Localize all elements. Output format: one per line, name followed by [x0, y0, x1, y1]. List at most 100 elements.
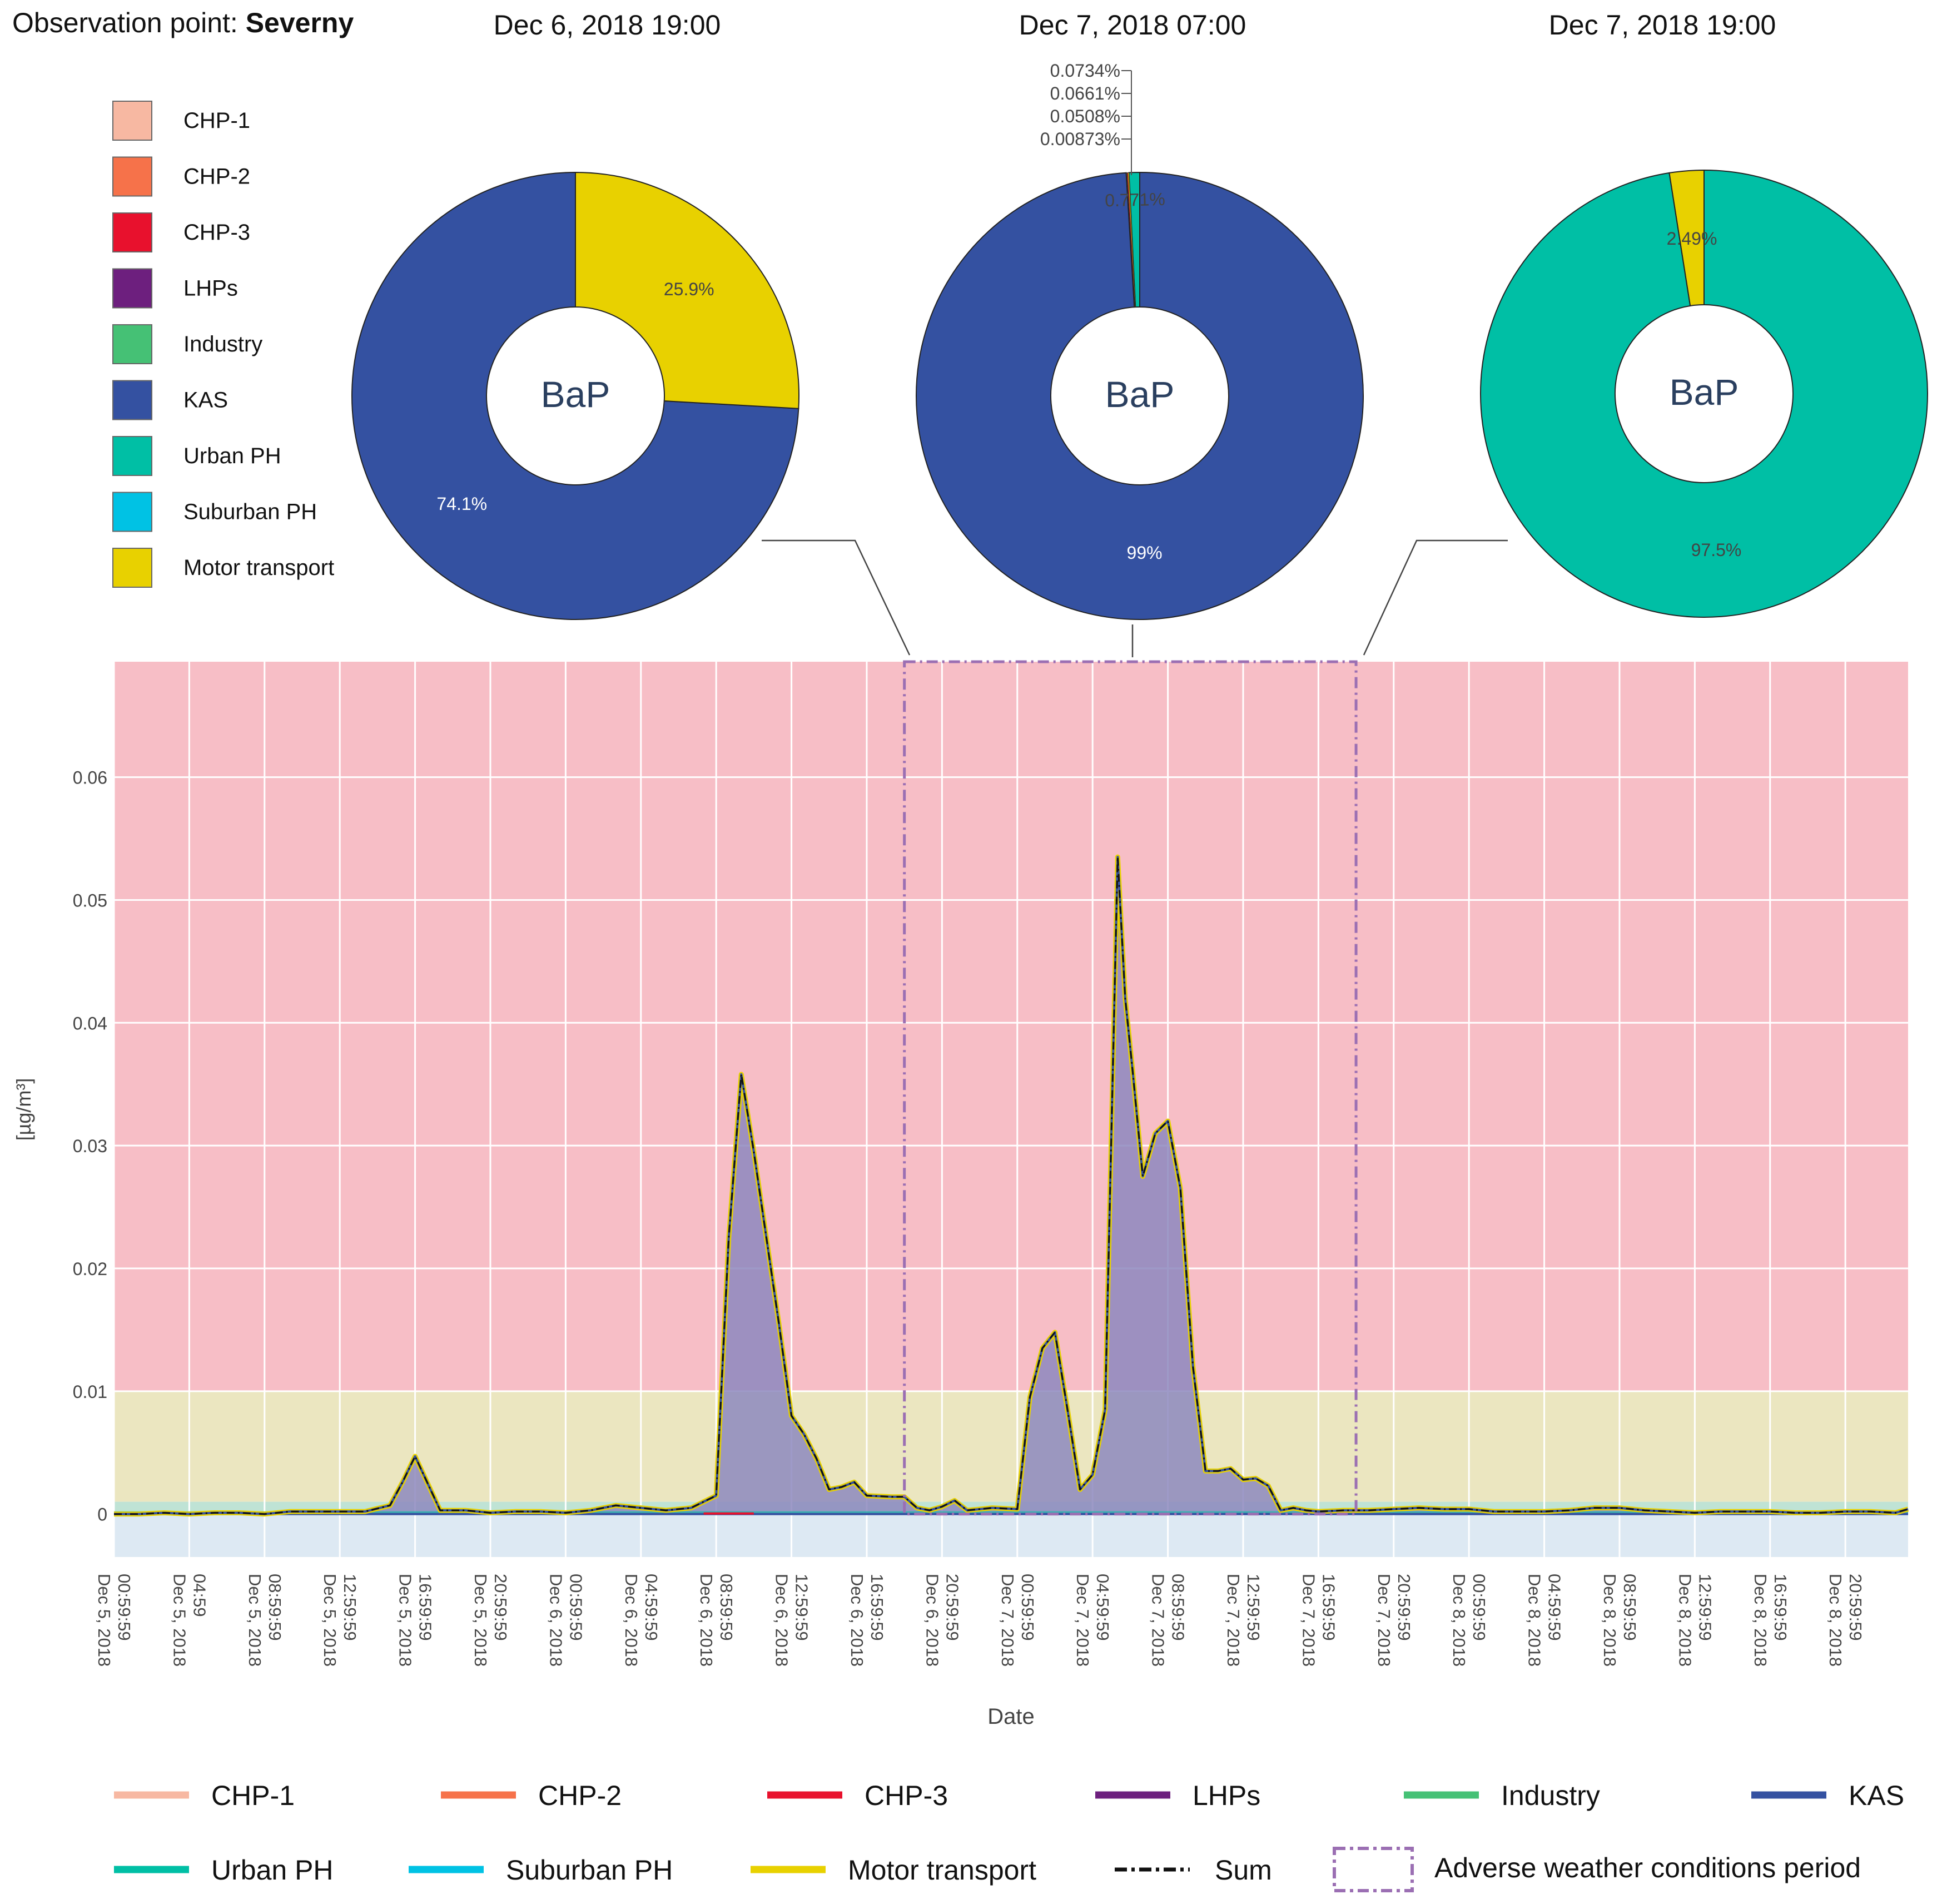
legend-item-chp-1: CHP-1: [114, 1780, 295, 1811]
legend-label: Suburban PH: [506, 1855, 673, 1886]
donut-chart-3: BaP 2.49% 97.5%: [1480, 169, 1929, 618]
y-tick-label: 0: [97, 1505, 107, 1525]
y-tick-label: 0.01: [73, 1382, 107, 1402]
side-legend: CHP-1 CHP-2 CHP-3 LHPs Industry KAS Urban PH Su…: [112, 101, 334, 588]
donut-slice-urban-ph: [1480, 169, 1929, 618]
series-line-sum: [114, 856, 1909, 1515]
x-tick-time: 04:59:59: [1545, 1574, 1564, 1641]
x-tick-time: 04:59: [190, 1574, 209, 1617]
snapshot-title-1: Dec 6, 2018 19:00: [494, 9, 721, 41]
x-tick-date: Dec 8, 2018: [1826, 1574, 1845, 1667]
legend-label: Urban PH: [211, 1855, 334, 1886]
x-tick-time: 00:59:59: [1018, 1574, 1037, 1641]
timeseries-chart: 0 0.01 0.02 0.03 0.04 0.05 0.06 [µg/m³] 00:59:59…: [12, 660, 1909, 1729]
x-tick-time: 16:59:59: [867, 1574, 887, 1641]
y-axis-label: [µg/m³]: [12, 1078, 35, 1141]
side-legend-label-chp-2: CHP-2: [183, 165, 250, 189]
x-tick-date: Dec 5, 2018: [245, 1574, 265, 1667]
donut-slice-label: 0.771%: [1105, 189, 1165, 211]
donut-outside-label: 0.00873%: [1040, 129, 1120, 149]
side-legend-swatch-chp-1: [112, 101, 152, 141]
side-legend-label-urban-ph: Urban PH: [183, 444, 281, 468]
legend-item-urban-ph: Urban PH: [114, 1855, 334, 1886]
x-tick-time: 20:59:59: [491, 1574, 510, 1641]
y-tick-label: 0.04: [73, 1013, 107, 1033]
y-tick-label: 0.06: [73, 768, 107, 788]
donut-chart-2: BaP 0.771% 99% 0.0734%0.0661% 0.0508% 0.00873…: [916, 61, 1364, 620]
donut-slice-label: 2.49%: [1667, 229, 1717, 249]
side-legend-label-lhps: LHPs: [183, 276, 238, 301]
donut-center-label: BaP: [1670, 371, 1739, 413]
x-tick-date: Dec 6, 2018: [847, 1574, 867, 1667]
side-legend-swatch-chp-3: [112, 212, 152, 252]
threshold-zone: [114, 1391, 1908, 1502]
y-tick-label: 0.02: [73, 1259, 107, 1279]
side-legend-swatch-lhps: [112, 268, 152, 309]
x-tick-date: Dec 8, 2018: [1600, 1574, 1620, 1667]
legend-label: Industry: [1501, 1780, 1600, 1811]
y-tick-label: 0.05: [73, 890, 107, 910]
donut-center-label: BaP: [541, 374, 610, 415]
threshold-zone: [114, 1514, 1908, 1557]
x-tick-time: 12:59:59: [1695, 1574, 1715, 1641]
snapshot-title-3: Dec 7, 2018 19:00: [1549, 9, 1776, 41]
legend-label: KAS: [1849, 1780, 1904, 1811]
x-tick-time: 16:59:59: [1319, 1574, 1338, 1641]
x-tick-date: Dec 8, 2018: [1751, 1574, 1770, 1667]
y-tick-label: 0.03: [73, 1136, 107, 1156]
x-tick-date: Dec 5, 2018: [320, 1574, 340, 1667]
legend-label: CHP-2: [538, 1780, 622, 1811]
pie-charts: BaP 74.1% 25.9% BaP 0.771% 99% 0.0734%0.0661% 0…: [351, 61, 1929, 620]
x-tick-date: Dec 6, 2018: [922, 1574, 942, 1667]
donut-outside-label: 0.0508%: [1050, 106, 1120, 126]
x-tick-time: 08:59:59: [265, 1574, 285, 1641]
side-legend-label-industry: Industry: [183, 332, 262, 356]
x-tick-time: 08:59:59: [717, 1574, 736, 1641]
legend-label: Sum: [1215, 1855, 1272, 1886]
observation-point: Severny: [246, 7, 354, 38]
x-tick-date: Dec 8, 2018: [1675, 1574, 1695, 1667]
threshold-zone: [114, 662, 1908, 1391]
side-legend-label-chp-3: CHP-3: [183, 220, 250, 245]
legend-item-chp-3: CHP-3: [767, 1780, 948, 1811]
x-tick-time: 04:59:59: [1093, 1574, 1112, 1641]
legend-item-motor-transport: Motor transport: [751, 1855, 1036, 1886]
donut-slice-label: 97.5%: [1691, 540, 1742, 560]
side-legend-swatch-suburban-ph: [112, 492, 152, 532]
x-tick-time: 12:59:59: [340, 1574, 360, 1641]
side-legend-swatch-chp-2: [112, 156, 152, 197]
x-tick-date: Dec 6, 2018: [622, 1574, 641, 1667]
x-tick-date: Dec 8, 2018: [1449, 1574, 1469, 1667]
legend-item-adverse-weather-conditions-period: Adverse weather conditions period: [1333, 1847, 1861, 1892]
donut-slice-motor-transport: [575, 171, 799, 409]
legend-label: Adverse weather conditions period: [1434, 1852, 1861, 1883]
bottom-legend: CHP-1 CHP-2 CHP-3 LHPs Industry KAS Urban PH Su…: [114, 1780, 1904, 1892]
side-legend-label-chp-1: CHP-1: [183, 108, 250, 133]
x-tick-date: Dec 5, 2018: [95, 1574, 114, 1667]
legend-item-sum: Sum: [1115, 1855, 1272, 1886]
legend-item-lhps: LHPs: [1095, 1780, 1260, 1811]
donut-slice-label: 25.9%: [664, 279, 714, 299]
side-legend-label-suburban-ph: Suburban PH: [183, 500, 317, 524]
legend-item-chp-2: CHP-2: [441, 1780, 622, 1811]
legend-swatch-adverse-box: [1333, 1847, 1414, 1892]
x-tick-date: Dec 5, 2018: [170, 1574, 189, 1667]
donut-slice-kas: [351, 171, 799, 620]
x-tick-date: Dec 8, 2018: [1525, 1574, 1544, 1667]
